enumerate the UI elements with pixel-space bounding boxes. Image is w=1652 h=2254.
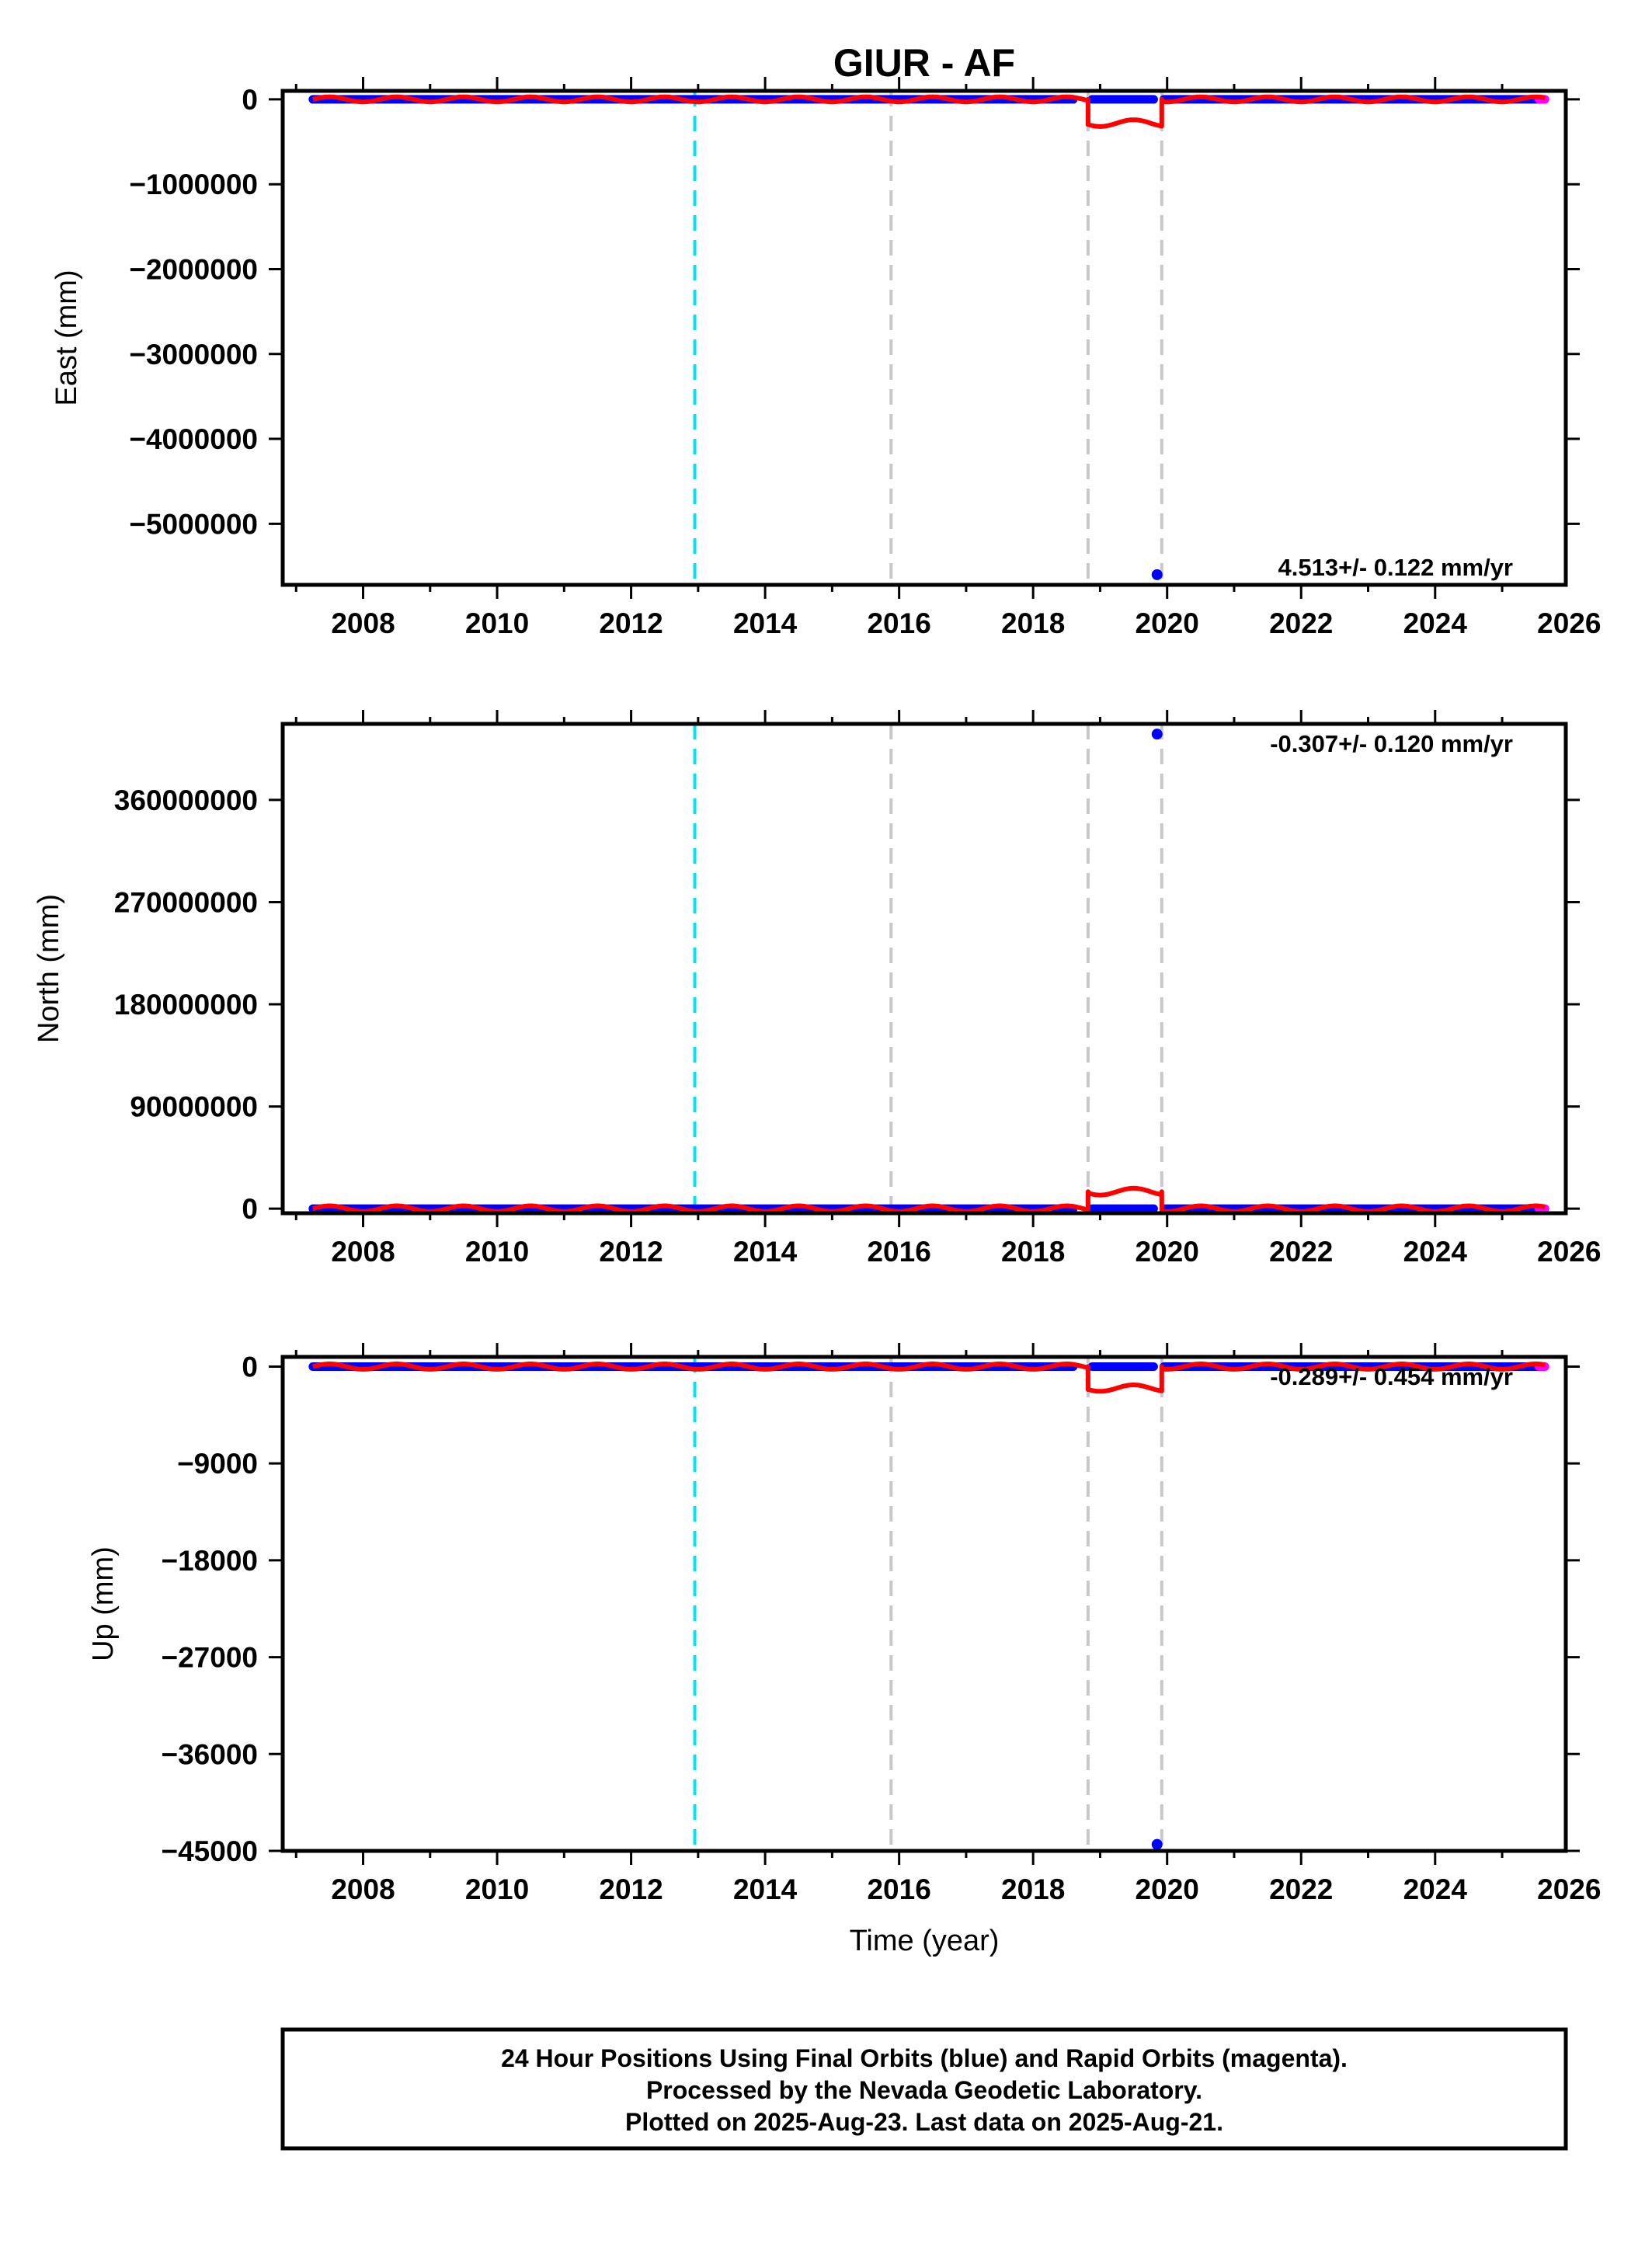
x-tick-label: 2016	[867, 1236, 930, 1268]
x-tick-label: 2026	[1537, 1236, 1601, 1268]
panel-2: 2008 2010 2012 2014 2016 2018 2020 2022 2024 2026…	[33, 710, 1601, 1268]
x-tick-label: 2014	[733, 607, 798, 639]
x-tick-label: 2010	[465, 1236, 529, 1268]
x-tick-label: 2014	[733, 1236, 798, 1268]
velocity-annotation: -0.307+/- 0.120 mm/yr	[1270, 730, 1513, 757]
x-tick-label: 2018	[1001, 1873, 1065, 1905]
y-tick-label: 0	[242, 1193, 258, 1225]
velocity-annotation: -0.289+/- 0.454 mm/yr	[1270, 1363, 1513, 1390]
model-line	[312, 94, 1546, 129]
y-tick-label: −36000	[162, 1738, 259, 1770]
model-line	[312, 1185, 1546, 1214]
x-tick-label: 2018	[1001, 607, 1065, 639]
x-axis-label: Time (year)	[850, 1925, 1000, 1957]
y-axis-label: Up (mm)	[87, 1546, 120, 1661]
panels: 2008 2010 2012 2014 2016 2018 2020 2022 2024 2026…	[33, 77, 1601, 1957]
outlier-point	[1151, 729, 1163, 740]
footer-line-3: Plotted on 2025-Aug-23. Last data on 202…	[625, 2108, 1223, 2136]
y-tick-label: −1000000	[129, 169, 258, 200]
y-tick-label: −9000	[177, 1448, 258, 1480]
outlier-point	[1151, 1838, 1163, 1850]
y-axis-label: East (mm)	[50, 270, 83, 405]
x-tick-label: 2024	[1403, 607, 1468, 639]
y-axis-label: North (mm)	[33, 894, 65, 1043]
x-tick-label: 2008	[331, 1236, 395, 1268]
y-tick-label: 90000000	[130, 1091, 258, 1123]
x-tick-label: 2012	[599, 1873, 663, 1905]
model-line	[312, 1362, 1546, 1394]
x-tick-label: 2008	[331, 607, 395, 639]
x-tick-label: 2024	[1403, 1236, 1468, 1268]
y-tick-label: 0	[242, 1351, 258, 1383]
panel-3: 2008 2010 2012 2014 2016 2018 2020 2022 2024 2026…	[87, 1343, 1601, 1957]
y-tick-label: −4000000	[129, 423, 258, 455]
plot-frame	[280, 1355, 1568, 1853]
x-tick-label: 2008	[331, 1873, 395, 1905]
plot-frame	[280, 89, 1568, 587]
x-tick-label: 2022	[1269, 1236, 1333, 1268]
y-tick-label: −18000	[162, 1545, 259, 1577]
x-tick-label: 2012	[599, 607, 663, 639]
y-tick-label: 180000000	[114, 989, 258, 1021]
velocity-annotation: 4.513+/- 0.122 mm/yr	[1278, 554, 1513, 581]
y-tick-label: −3000000	[129, 339, 258, 370]
footer-frame	[280, 2027, 1568, 2151]
x-tick-label: 2026	[1537, 1873, 1601, 1905]
x-tick-label: 2012	[599, 1236, 663, 1268]
y-tick-label: −5000000	[129, 508, 258, 540]
x-tick-label: 2020	[1136, 607, 1199, 639]
footer-line-2: Processed by the Nevada Geodetic Laborat…	[646, 2076, 1202, 2104]
plot-frame	[280, 722, 1568, 1216]
outlier-point	[1151, 569, 1163, 580]
y-tick-label: 360000000	[114, 784, 258, 816]
x-tick-label: 2010	[465, 607, 529, 639]
chart-title: GIUR - AF	[833, 41, 1015, 85]
x-tick-label: 2018	[1001, 1236, 1065, 1268]
x-tick-label: 2020	[1136, 1873, 1199, 1905]
x-tick-label: 2020	[1136, 1236, 1199, 1268]
x-tick-label: 2010	[465, 1873, 529, 1905]
x-tick-label: 2014	[733, 1873, 798, 1905]
x-tick-label: 2026	[1537, 607, 1601, 639]
y-tick-label: 270000000	[114, 886, 258, 918]
footer-box: 24 Hour Positions Using Final Orbits (bl…	[280, 2027, 1568, 2151]
x-tick-label: 2024	[1403, 1873, 1468, 1905]
y-tick-label: −45000	[162, 1835, 259, 1867]
y-tick-label: −2000000	[129, 253, 258, 285]
x-tick-label: 2016	[867, 1873, 930, 1905]
x-tick-label: 2022	[1269, 607, 1333, 639]
footer-line-1: 24 Hour Positions Using Final Orbits (bl…	[501, 2044, 1348, 2072]
y-tick-label: −27000	[162, 1642, 259, 1674]
panel-1: 2008 2010 2012 2014 2016 2018 2020 2022 2024 2026…	[50, 77, 1601, 639]
x-tick-label: 2016	[867, 607, 930, 639]
y-tick-label: 0	[242, 84, 258, 116]
x-tick-label: 2022	[1269, 1873, 1333, 1905]
